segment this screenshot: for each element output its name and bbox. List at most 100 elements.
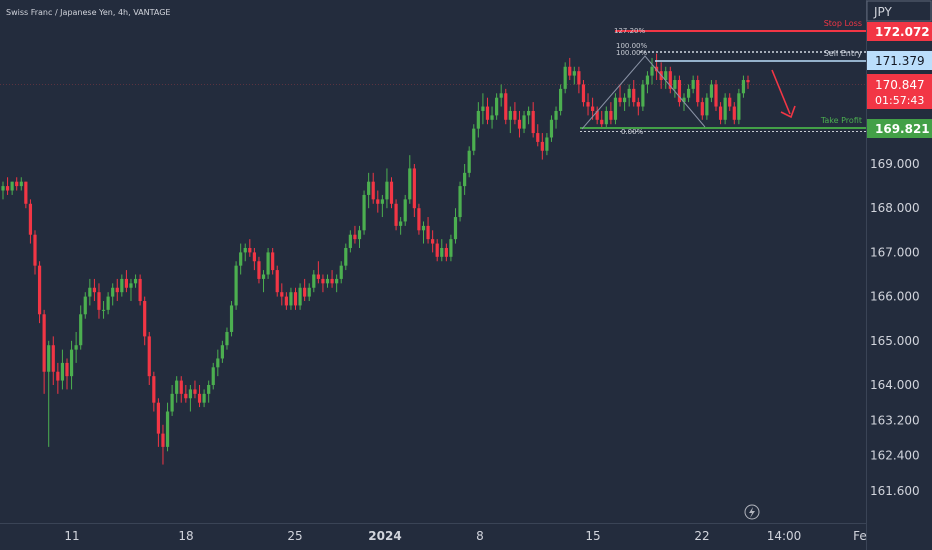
candle-body [184, 393, 188, 399]
candle-body [252, 252, 256, 262]
y-tick-label: 165.000 [870, 334, 920, 348]
candle-body [714, 84, 718, 107]
candle-body [344, 247, 348, 266]
candle-body [143, 301, 147, 337]
candle-body [97, 292, 101, 310]
candle-body [609, 110, 613, 120]
lightning-icon[interactable] [744, 504, 760, 520]
candle-body [435, 243, 439, 257]
candle-body [732, 106, 736, 120]
candle-body [362, 194, 366, 231]
candle-body [677, 80, 682, 103]
candle-body [74, 345, 78, 350]
y-tick-label: 161.600 [870, 484, 920, 498]
candle-body [335, 278, 339, 284]
candle-body [133, 278, 138, 284]
candle-body [709, 84, 714, 98]
x-tick-label: 11 [64, 529, 79, 543]
candle-body [147, 336, 151, 377]
candle-body [417, 208, 421, 231]
candle-body [92, 287, 97, 293]
candle-body [106, 296, 110, 310]
candle-body [19, 181, 23, 187]
candles-group [1, 53, 750, 465]
candle-body [257, 261, 261, 279]
candle-body [51, 345, 55, 372]
candle-body [540, 141, 544, 151]
svg-text:170.847: 170.847 [875, 78, 925, 92]
candle-body [28, 203, 33, 235]
candle-body [307, 287, 311, 297]
y-tick-label: 163.200 [870, 413, 920, 427]
y-tick-label: 168.000 [870, 201, 920, 215]
label-stop-loss: Stop Loss [824, 19, 862, 28]
candle-body [5, 186, 10, 191]
candle-body [207, 385, 211, 394]
fib-zigzag [581, 55, 706, 130]
candle-body [399, 221, 403, 226]
candle-body [622, 97, 627, 103]
candle-body [339, 265, 343, 279]
candle-body [33, 234, 37, 266]
candle-body [56, 371, 60, 381]
candle-body [513, 110, 517, 120]
candle-body [161, 433, 165, 447]
y-tick-label: 169.000 [870, 157, 920, 171]
candle-body [728, 97, 732, 107]
candle-body [138, 278, 142, 302]
candle-body [380, 199, 384, 204]
candle-body [275, 270, 279, 293]
candle-body [211, 367, 215, 385]
candle-body [65, 362, 69, 377]
candle-body [394, 203, 398, 226]
candle-body [348, 234, 352, 248]
candle-body [325, 278, 330, 284]
candle-body [60, 362, 65, 381]
candle-body [421, 225, 426, 231]
label-fib-0: 0.00% [621, 128, 644, 136]
candle-body [371, 181, 375, 200]
candle-body [737, 93, 741, 120]
candle-body [467, 150, 471, 173]
candle-body [37, 265, 42, 315]
candle-body [220, 345, 224, 359]
candle-body [234, 265, 238, 306]
candle-body [202, 393, 206, 403]
candle-body [165, 411, 170, 447]
candle-body [581, 84, 586, 103]
x-tick-label: 18 [178, 529, 193, 543]
candle-body [485, 106, 490, 120]
candle-body [79, 314, 83, 346]
candle-body [284, 296, 288, 306]
candle-body [289, 292, 293, 306]
candle-body [545, 137, 549, 151]
candle-body [586, 102, 590, 107]
candle-body [431, 239, 435, 244]
candle-body [408, 168, 412, 200]
candle-body [271, 252, 275, 271]
candle-body [700, 102, 704, 116]
candle-body [321, 278, 325, 284]
currency-label[interactable]: JPY [873, 5, 893, 19]
candle-body [741, 80, 746, 94]
candle-body [280, 292, 284, 297]
label-sell-entry: Sell Entry [824, 49, 863, 58]
candle-body [472, 128, 476, 151]
candle-body [298, 287, 302, 306]
candle-body [193, 389, 197, 394]
candle-body [357, 230, 362, 240]
candle-body [293, 292, 298, 306]
candle-body [385, 181, 389, 200]
candle-body [367, 181, 371, 195]
candle-body [42, 314, 46, 372]
candle-body [641, 84, 645, 107]
candle-body [572, 71, 576, 76]
candle-body [613, 97, 618, 120]
candle-body [686, 88, 691, 98]
candle-body [495, 97, 499, 116]
candle-body [69, 349, 74, 377]
candle-body [527, 110, 531, 116]
candle-body [696, 80, 700, 103]
x-tick-label: 15 [585, 529, 600, 543]
candle-body [531, 110, 535, 134]
